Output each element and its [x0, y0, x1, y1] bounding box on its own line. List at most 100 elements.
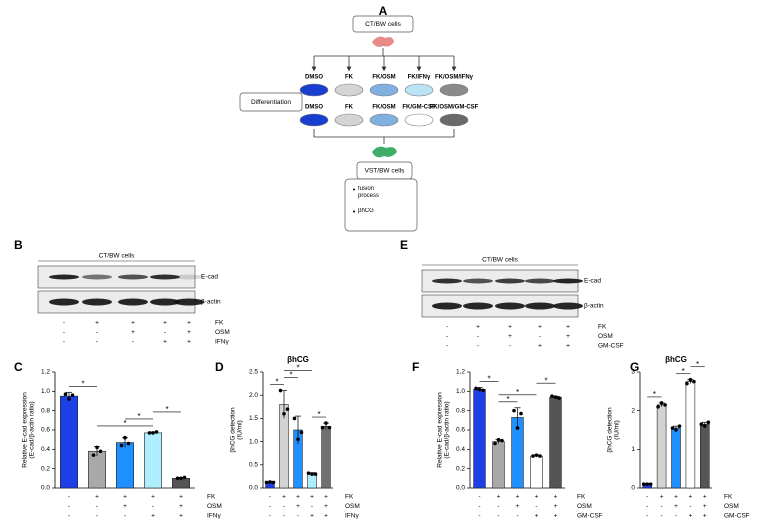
condition-label: FK [345, 75, 354, 81]
condition-sign: + [163, 339, 167, 346]
condition-sign: + [703, 494, 707, 501]
readout-text: βhCG [358, 208, 374, 214]
condition-label: DMSO [305, 75, 323, 81]
significance-label: * [81, 379, 84, 388]
condition-sign: - [477, 343, 479, 350]
y-axis-label: (IU/ml) [614, 420, 621, 440]
condition-label: DMSO [305, 105, 323, 111]
data-point [91, 453, 96, 457]
condition-sign: + [554, 503, 558, 510]
data-point [493, 441, 497, 446]
condition-sign: - [297, 513, 299, 519]
significance-label: * [275, 378, 278, 387]
condition-name: FK [598, 324, 607, 331]
dish [404, 83, 434, 97]
condition-sign: - [96, 503, 98, 510]
readout-box [344, 178, 418, 232]
bar [656, 404, 667, 489]
condition-label: FK/OSM/GM-CSF [430, 105, 479, 111]
data-point [123, 435, 127, 440]
condition-sign: - [68, 513, 70, 519]
bar [116, 442, 134, 489]
blot-band [463, 278, 493, 284]
step-box [239, 92, 303, 112]
data-point [278, 388, 283, 393]
y-tick-label: 0.5 [249, 462, 258, 469]
y-tick-label: 0.6 [41, 427, 50, 434]
condition-sign: - [63, 339, 65, 346]
condition-sign: - [675, 513, 677, 519]
data-point [703, 424, 707, 428]
chart-title: βhCG [665, 355, 687, 364]
data-point [685, 381, 689, 386]
condition-name: FK [724, 494, 733, 501]
condition-sign: - [68, 494, 70, 501]
condition-sign: + [538, 343, 542, 350]
condition-sign: - [68, 503, 70, 510]
condition-sign: + [703, 503, 707, 510]
dish [299, 113, 329, 127]
condition-sign: + [324, 513, 328, 519]
data-point [519, 411, 523, 416]
data-point [182, 475, 187, 480]
panel-letter: C [14, 360, 23, 374]
significance-label: * [544, 376, 547, 385]
y-axis-label: Relative E-cad expression [22, 392, 29, 468]
cell-icon [372, 36, 394, 47]
condition-sign: - [164, 329, 166, 336]
condition-sign: + [131, 320, 135, 327]
y-tick-label: 1.0 [41, 388, 50, 395]
readout-text: fusion process [358, 186, 380, 199]
bar [685, 381, 696, 489]
data-point [477, 387, 482, 392]
condition-name: IFNγ [207, 513, 221, 519]
y-tick-label: 0.8 [41, 407, 50, 414]
panel-letter: E [400, 238, 408, 252]
condition-sign: + [123, 503, 127, 510]
blot-band [553, 302, 583, 310]
blot-band [495, 302, 525, 310]
condition-sign: + [296, 503, 300, 510]
condition-sign: - [535, 503, 537, 510]
y-tick-label: 0.0 [456, 485, 465, 492]
readout: fusion process [358, 186, 380, 199]
band-label: E-cad [201, 274, 218, 281]
blot-title: CT/BW cells [99, 253, 136, 260]
condition-name: FK [215, 320, 224, 327]
condition-sign: - [661, 503, 663, 510]
condition-sign: + [179, 513, 183, 519]
condition-sign: - [516, 513, 518, 519]
condition-name: OSM [215, 329, 230, 336]
source-label: CT/BW cells [365, 21, 402, 28]
data-point [641, 482, 646, 486]
blot-band [150, 298, 180, 306]
condition-sign: - [124, 513, 126, 519]
condition-sign: + [123, 494, 127, 501]
blot-band [525, 302, 555, 310]
y-tick-label: 0.0 [249, 485, 258, 492]
blot-band [82, 274, 112, 280]
condition-sign: + [674, 503, 678, 510]
data-point [268, 480, 272, 484]
data-point [126, 441, 131, 446]
blot-band [553, 278, 583, 284]
condition-sign: - [96, 329, 98, 336]
cell-icon [372, 146, 397, 158]
band-label: E-cad [584, 278, 601, 285]
condition-sign: + [497, 494, 501, 501]
condition-name: GM-CSF [598, 343, 624, 350]
significance-label: * [506, 395, 509, 404]
condition-name: FK [345, 494, 354, 501]
data-point [474, 386, 478, 391]
condition-sign: + [508, 333, 512, 340]
band-label: β-actin [584, 303, 604, 310]
data-point [706, 420, 711, 425]
condition-sign: - [96, 513, 98, 519]
data-point [553, 395, 558, 399]
condition-sign: - [497, 513, 499, 519]
condition-sign: + [554, 513, 558, 519]
significance-label: * [516, 388, 519, 397]
bar [144, 432, 162, 489]
data-point [285, 407, 290, 411]
data-point [688, 377, 693, 382]
